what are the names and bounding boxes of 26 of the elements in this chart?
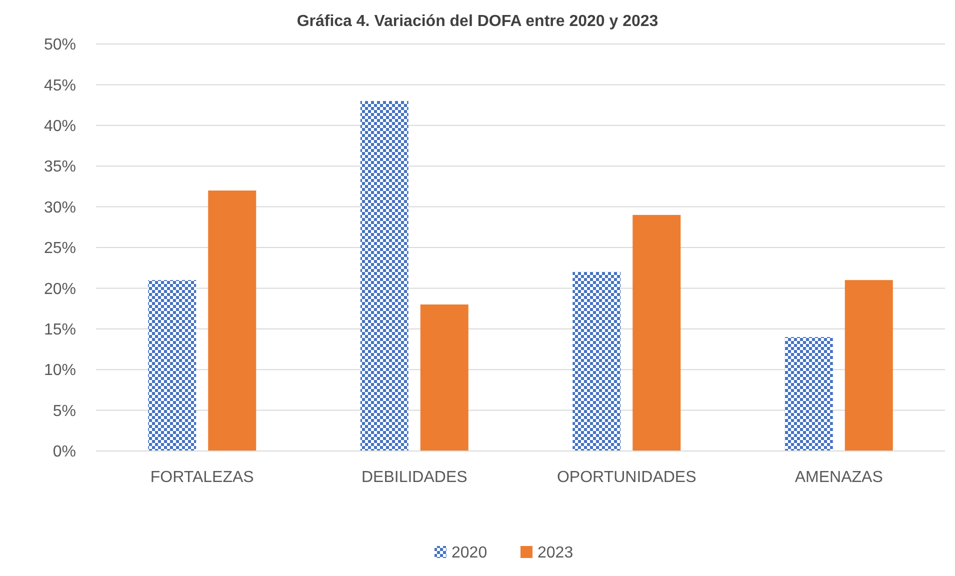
- bar: [572, 272, 621, 451]
- y-tick-label: 50%: [44, 36, 76, 54]
- y-tick-label: 35%: [44, 158, 76, 176]
- legend-label: 2023: [538, 544, 574, 562]
- x-tick-label: OPORTUNIDADES: [556, 469, 696, 486]
- x-tick-label: DEBILIDADES: [361, 469, 468, 486]
- y-tick-label: 0%: [52, 444, 76, 461]
- bar: [844, 280, 893, 451]
- y-tick-label: 10%: [44, 362, 76, 380]
- bar: [420, 304, 468, 451]
- bar: [148, 280, 196, 451]
- y-tick-label: 40%: [44, 118, 76, 135]
- bar: [784, 337, 833, 451]
- y-tick-label: 20%: [44, 280, 76, 298]
- y-tick-label: 15%: [44, 322, 76, 338]
- y-tick-label: 30%: [44, 199, 76, 216]
- y-tick-label: 45%: [44, 77, 76, 94]
- bar: [632, 214, 681, 451]
- x-tick-label: AMENAZAS: [794, 469, 883, 486]
- y-tick-label: 5%: [52, 402, 76, 420]
- chart-title: Gráfica 4. Variación del DOFA entre 2020 y 2023: [296, 13, 658, 30]
- x-tick-label: FORTALEZAS: [150, 469, 254, 486]
- bar: [208, 190, 256, 451]
- y-tick-label: 25%: [44, 240, 76, 258]
- legend-label: 2020: [452, 544, 488, 562]
- bar: [360, 100, 408, 451]
